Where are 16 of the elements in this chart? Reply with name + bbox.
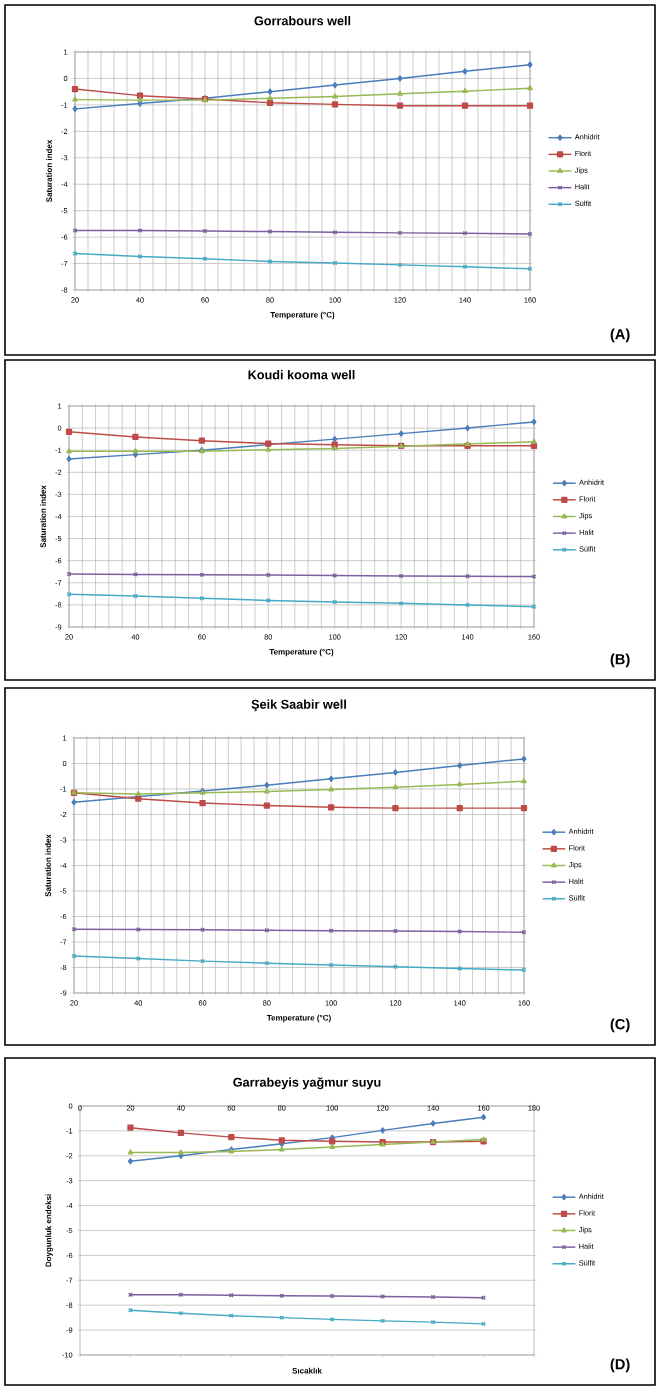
text: (A) xyxy=(610,328,630,343)
x-axis-title: Temperature (°C) xyxy=(269,648,334,657)
chart-title: Garrabeyis yağmur suyu xyxy=(233,1077,381,1090)
y-axis-title: Saturation index xyxy=(45,834,51,897)
chart-title: Koudi kooma well xyxy=(248,369,355,380)
x-axis-title: Temperature (°C) xyxy=(270,311,335,320)
x-axis-title: Temperature (°C) xyxy=(266,1014,331,1023)
chart-title: Şeik Saabir well xyxy=(251,699,346,712)
y-axis-title: Saturation index xyxy=(40,485,46,548)
text: (D) xyxy=(610,1358,630,1373)
y-axis-title: Saturation index xyxy=(46,139,52,203)
text: (C) xyxy=(610,1018,630,1033)
y-axis-title: Doygunluk endeksi xyxy=(45,1194,53,1267)
x-axis-title: Sıcaklık xyxy=(292,1367,322,1374)
text: (B) xyxy=(610,653,630,668)
chart-title: Gorrabours well xyxy=(254,16,351,26)
